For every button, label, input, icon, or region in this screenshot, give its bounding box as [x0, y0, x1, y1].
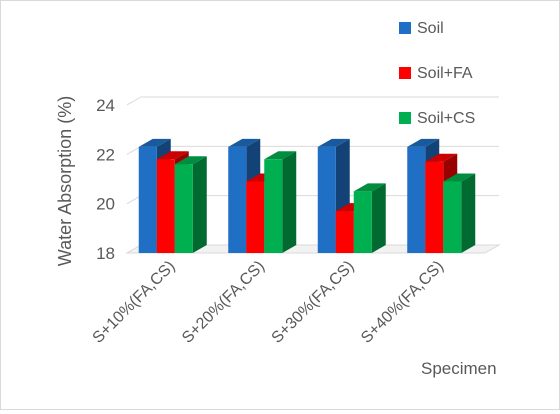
y-tick-label: 18: [96, 244, 115, 263]
x-tick-label: S+20%(FA,CS): [179, 258, 268, 347]
legend-swatch: [399, 67, 411, 79]
bar-front: [335, 211, 354, 253]
y-tick-label: 24: [96, 96, 115, 115]
y-tick-labels: 18 20 22 24: [96, 96, 115, 263]
bar-top: [443, 173, 476, 182]
bar-side: [461, 173, 476, 253]
x-tick-label: S+10%(FA,CS): [90, 258, 179, 347]
bar-front: [353, 191, 372, 253]
bar-front: [407, 146, 426, 253]
bar-front: [443, 181, 462, 253]
bar-top: [228, 138, 261, 147]
bar-top: [407, 138, 440, 147]
bar-top: [264, 151, 297, 160]
bar: [264, 151, 297, 253]
bar-top: [156, 151, 189, 160]
bar-front: [138, 146, 157, 253]
legend-label: Soil+CS: [417, 110, 475, 127]
legend-swatch: [399, 112, 411, 124]
y-tick-label: 22: [96, 145, 115, 164]
legend-label: Soil+FA: [417, 65, 473, 82]
bar-side: [192, 156, 207, 253]
bar-top: [174, 156, 207, 165]
legend: Soil Soil+FA Soil+CS: [399, 20, 475, 127]
gridline-side: [126, 96, 142, 106]
bar-front: [425, 161, 444, 253]
bar-front: [246, 181, 265, 253]
legend-label: Soil: [417, 20, 444, 37]
bar: [174, 156, 207, 253]
x-tick-label: S+30%(FA,CS): [269, 258, 358, 347]
bar-top: [353, 183, 386, 192]
y-tick-label: 20: [96, 195, 115, 214]
y-axis-title: Water Absorption (%): [55, 96, 75, 266]
x-tick-label: S+40%(FA,CS): [358, 258, 447, 347]
bar: [443, 173, 476, 253]
x-axis-title: Specimen: [421, 359, 497, 378]
legend-swatch: [399, 22, 411, 34]
bar-front: [228, 146, 247, 253]
gridline-side: [126, 145, 142, 155]
bar-top: [425, 153, 458, 162]
bar-front: [264, 159, 283, 253]
bar: [353, 183, 386, 253]
bar-side: [282, 151, 297, 253]
bar-front: [317, 146, 336, 253]
gridline-side: [126, 195, 142, 205]
bars: [138, 138, 476, 253]
x-tick-labels: S+10%(FA,CS) S+20%(FA,CS) S+30%(FA,CS) S+40…: [90, 258, 448, 347]
bar-side: [371, 183, 386, 253]
bar-top: [138, 138, 171, 147]
bar-front: [156, 159, 175, 253]
bar-top: [317, 138, 350, 147]
bar-front: [174, 164, 193, 253]
